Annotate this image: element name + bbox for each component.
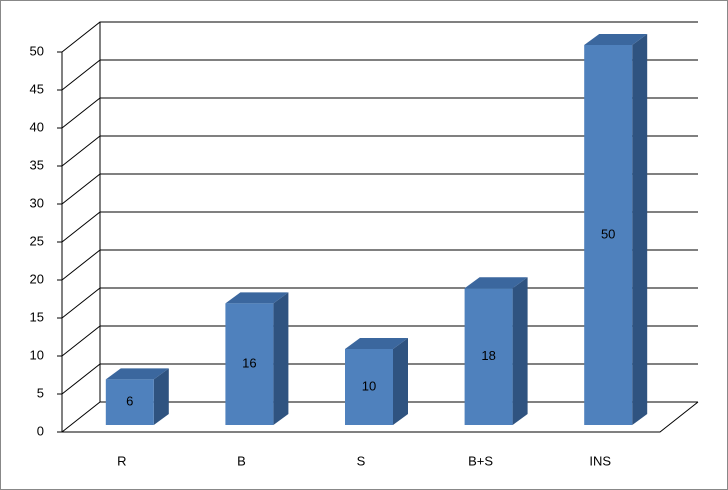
bar-top <box>225 292 289 304</box>
y-tick-label: 30 <box>30 195 44 210</box>
x-tick-label: R <box>117 453 126 468</box>
bar-side <box>393 338 408 425</box>
grid-line <box>61 249 698 281</box>
value-label: 18 <box>481 348 495 363</box>
bar-top <box>105 368 169 380</box>
grid-line <box>61 173 698 205</box>
bar-top <box>584 34 648 45</box>
y-tick-label: 5 <box>37 385 44 400</box>
y-tick-label: 35 <box>30 157 44 172</box>
y-tick-label: 0 <box>37 423 44 438</box>
bar-side <box>512 277 528 425</box>
value-label: 10 <box>362 378 376 393</box>
grid-line <box>61 135 698 167</box>
grid-line <box>61 97 698 129</box>
y-tick-label: 15 <box>30 309 44 324</box>
bar-top <box>464 277 528 289</box>
bar <box>345 349 393 425</box>
x-tick-label: S <box>357 453 366 468</box>
bar <box>105 379 154 425</box>
grid-line <box>61 21 698 53</box>
bar-side <box>153 368 169 425</box>
value-label: 16 <box>242 356 256 371</box>
bar-side <box>273 292 289 425</box>
grid-line <box>61 59 698 91</box>
y-tick-label: 50 <box>30 43 44 58</box>
x-tick-label: B <box>237 453 246 468</box>
y-tick-label: 45 <box>30 81 44 96</box>
x-tick-label: INS <box>589 453 611 468</box>
grid-line <box>61 211 698 243</box>
floor-edge <box>62 401 699 433</box>
y-tick-label: 25 <box>30 233 44 248</box>
x-tick-label: B+S <box>468 453 493 468</box>
y-tick-label: 20 <box>30 271 44 286</box>
bar-top <box>345 338 408 349</box>
bar-side <box>632 34 648 425</box>
y-tick-label: 40 <box>30 119 44 134</box>
bar <box>464 288 513 425</box>
bar <box>225 303 274 425</box>
bar <box>584 45 633 425</box>
y-tick-label: 10 <box>30 347 44 362</box>
value-label: 6 <box>126 394 133 409</box>
value-label: 50 <box>601 226 615 241</box>
